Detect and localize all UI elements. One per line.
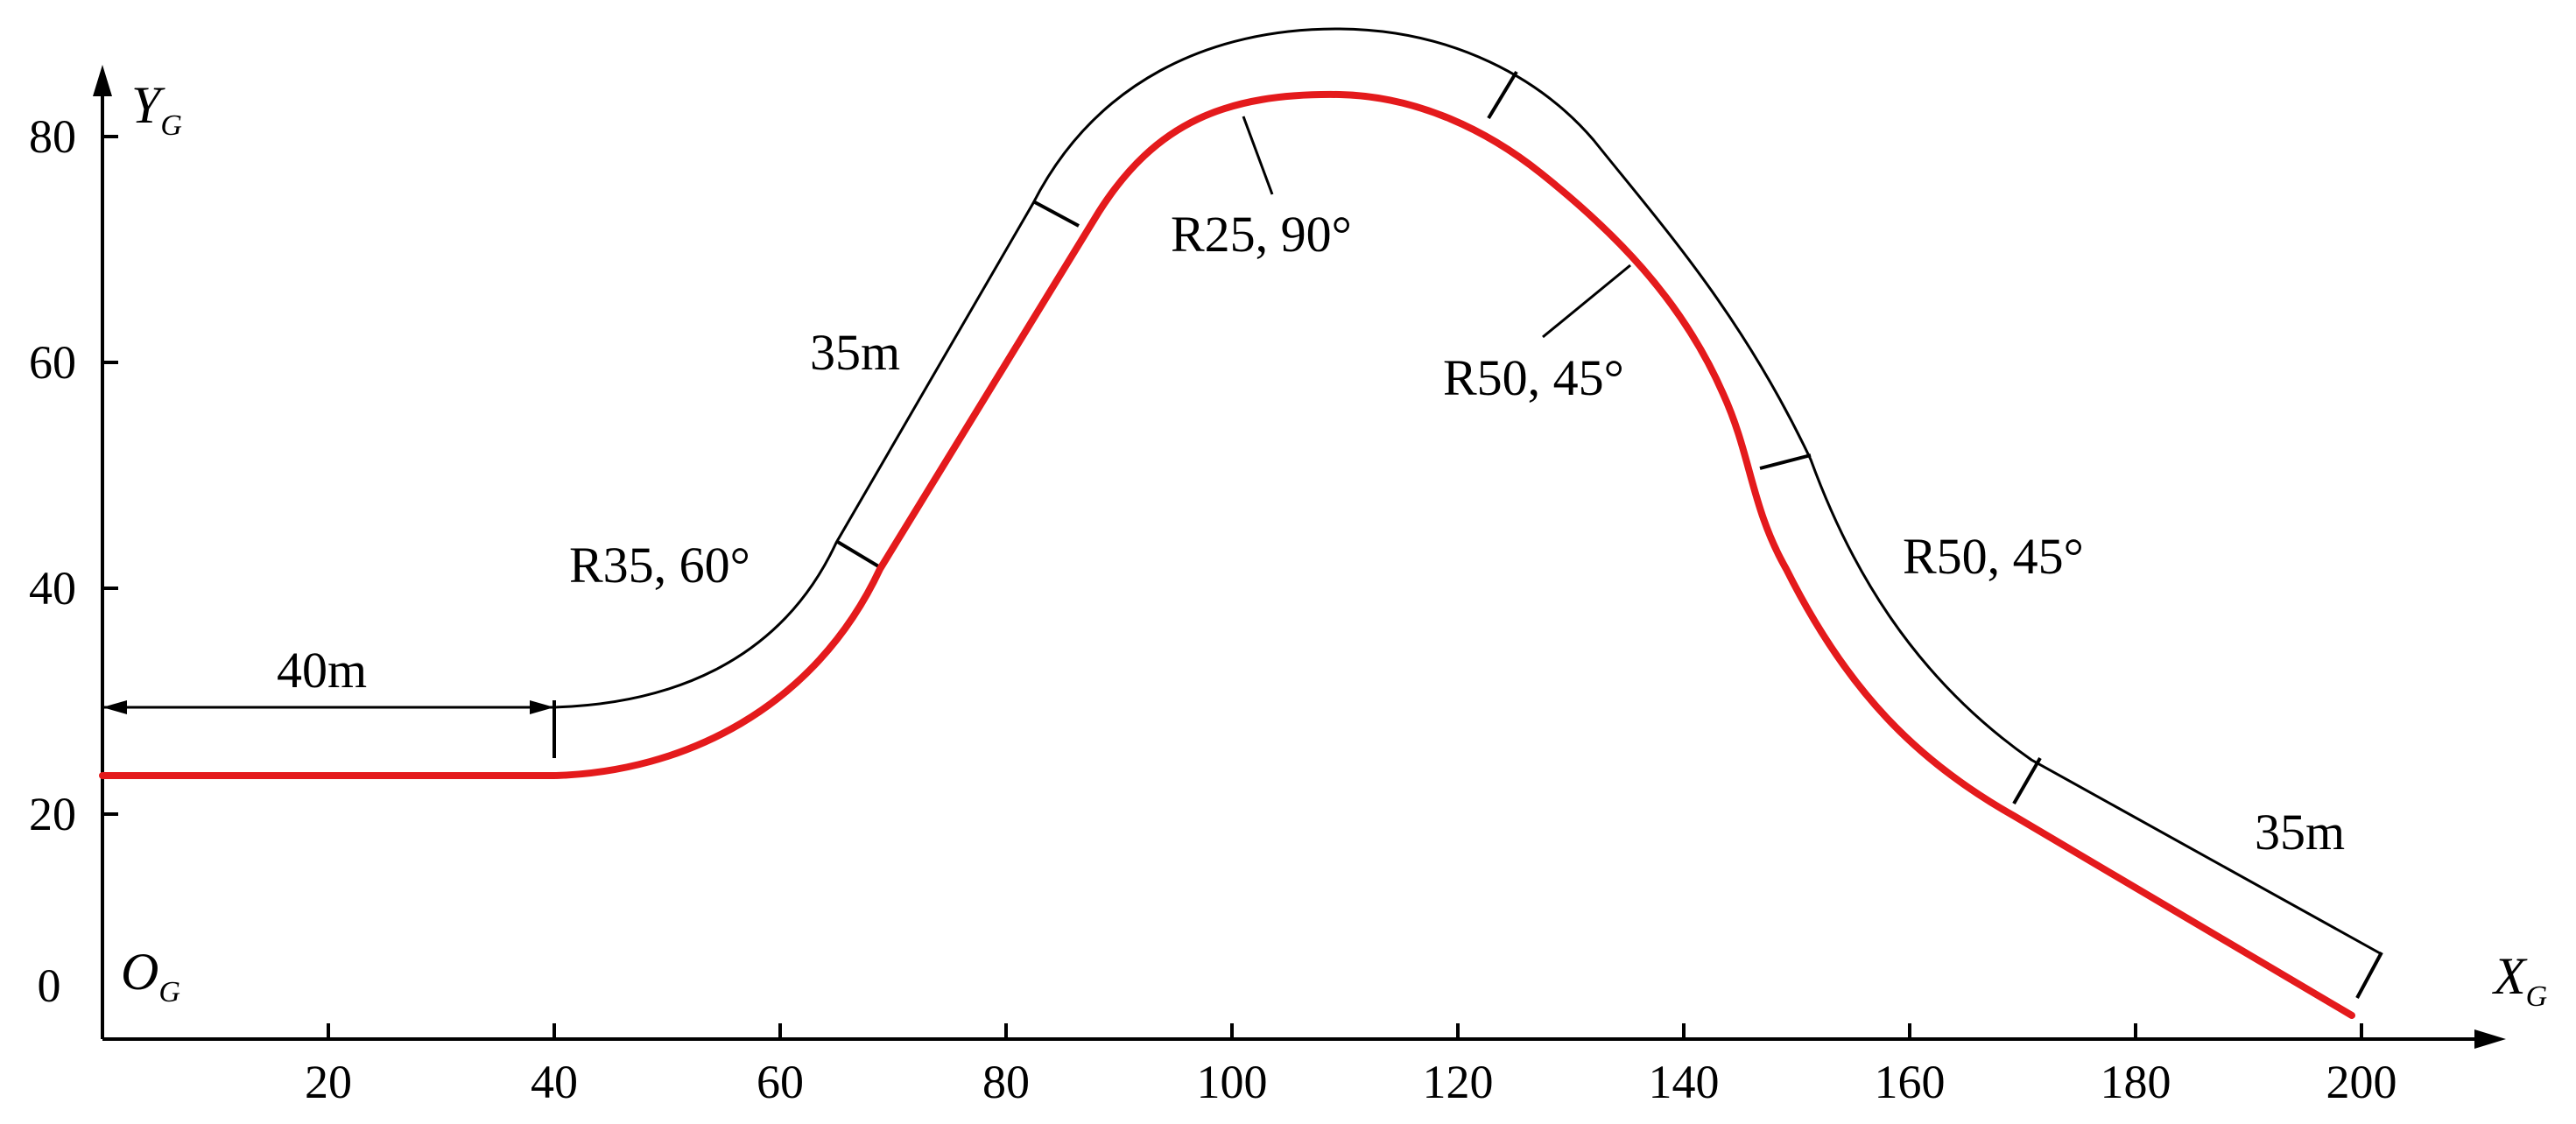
leader-arc-2 — [1242, 116, 1274, 195]
x-ticks — [327, 1023, 2363, 1039]
boundary-tick-7 — [2355, 952, 2383, 999]
segment-label-straight-2: 35m — [810, 324, 900, 381]
segment-boundary-ticks — [553, 70, 2383, 999]
segment-label-straight-1: 40m — [277, 642, 367, 699]
dimension-arrow-right — [530, 700, 554, 714]
leader-arc-3 — [1542, 263, 1631, 339]
x-tick-label-40: 40 — [531, 1056, 578, 1108]
y-axis-arrow — [93, 65, 112, 96]
boundary-tick-6 — [2012, 757, 2042, 804]
boundary-tick-5 — [1759, 453, 1812, 470]
x-tick-label-20: 20 — [305, 1056, 352, 1108]
segment-label-arc-1: R35, 60° — [569, 537, 750, 594]
x-axis-arrow — [2474, 1029, 2506, 1049]
x-tick-label-60: 60 — [757, 1056, 804, 1108]
x-tick-label-120: 120 — [1423, 1056, 1494, 1108]
x-tick-labels: 20 40 60 80 100 120 140 160 180 200 — [305, 1056, 2397, 1108]
y-tick-label-60: 60 — [29, 336, 76, 389]
dimension-arrow-left — [102, 700, 127, 714]
axes — [101, 75, 2487, 1041]
boundary-tick-2 — [834, 539, 882, 569]
y-axis-title: YG — [131, 76, 182, 142]
y-tick-label-20: 20 — [29, 788, 76, 840]
x-tick-label-180: 180 — [2101, 1056, 2171, 1108]
segment-label-arc-4: R50, 45° — [1903, 528, 2084, 585]
x-tick-label-100: 100 — [1197, 1056, 1268, 1108]
y-tick-label-40: 40 — [29, 562, 76, 615]
origin-label: OG — [121, 943, 180, 1008]
y-tick-labels: 0 20 40 60 80 — [29, 110, 76, 1012]
y-ticks — [102, 135, 118, 816]
boundary-tick-4 — [1487, 70, 1518, 120]
leader-lines — [1242, 116, 1631, 339]
x-tick-label-140: 140 — [1649, 1056, 1720, 1108]
x-axis-title: XG — [2492, 947, 2547, 1013]
x-tick-label-80: 80 — [982, 1056, 1030, 1108]
segment-label-arc-3: R50, 45° — [1443, 349, 1624, 406]
x-tick-label-200: 200 — [2326, 1056, 2397, 1108]
planned-path — [99, 90, 2355, 1019]
boundary-tick-3 — [1032, 200, 1080, 228]
y-tick-label-0: 0 — [38, 959, 61, 1012]
segment-label-arc-2: R25, 90° — [1171, 206, 1352, 263]
y-tick-label-80: 80 — [29, 110, 76, 163]
segment-label-straight-3: 35m — [2255, 804, 2345, 861]
x-tick-label-160: 160 — [1875, 1056, 1946, 1108]
reference-boundary-line — [102, 27, 2382, 956]
